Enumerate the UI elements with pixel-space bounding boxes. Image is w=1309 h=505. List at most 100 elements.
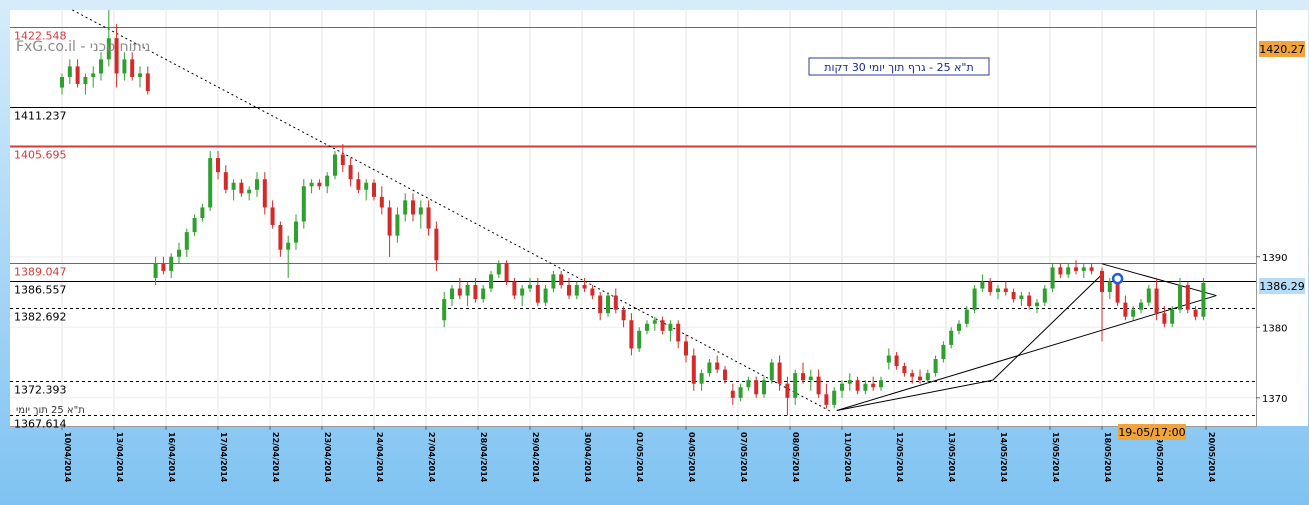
x-tick-label: 16/04/2014	[167, 432, 176, 483]
candle	[278, 221, 283, 257]
level-label: 1372.393	[14, 384, 67, 397]
y-tick-label: 1370	[1262, 394, 1287, 405]
candle	[918, 369, 922, 384]
svg-text:19-05/17:00: 19-05/17:00	[1118, 426, 1185, 439]
candle	[676, 320, 681, 349]
price-tag-current: 1386.29	[1259, 278, 1305, 294]
candle	[1035, 299, 1039, 314]
candle	[481, 284, 486, 303]
candle	[114, 24, 119, 88]
candle	[325, 172, 330, 194]
candle	[1019, 292, 1024, 307]
candle	[543, 284, 548, 307]
candle	[247, 186, 252, 201]
marker-circle	[1111, 272, 1124, 285]
level-label: 1386.557	[14, 284, 67, 297]
candle	[379, 186, 384, 215]
candle	[1074, 260, 1078, 275]
trendline	[72, 9, 832, 413]
x-tick-label: 12/05/2014	[895, 432, 904, 483]
x-tick-label: 29/04/2014	[531, 432, 540, 483]
candle	[1170, 306, 1175, 328]
chart-title: ת"א 25 - גרף תוך יומי 30 דקות	[824, 61, 973, 74]
candle	[559, 270, 564, 289]
candle	[262, 172, 267, 215]
trendline	[836, 379, 993, 411]
candle	[426, 200, 431, 236]
candle	[1178, 277, 1182, 314]
candle	[348, 158, 353, 187]
candle	[746, 376, 751, 391]
level-layer: 1422.548 1411.237 1405.695 1389.047 1386.557…	[10, 27, 1256, 431]
candle	[972, 284, 977, 314]
y-tick-label: 1390	[1262, 253, 1287, 264]
candle	[957, 320, 961, 335]
candle	[645, 320, 649, 335]
candle	[652, 316, 657, 331]
time-tag: 19-05/17:00	[1118, 424, 1186, 440]
candle	[691, 348, 696, 391]
x-tick-label: 13/05/2014	[947, 432, 956, 483]
candle	[489, 270, 493, 293]
candle	[996, 284, 1000, 300]
candle	[551, 270, 556, 293]
candle	[855, 376, 860, 395]
candle	[83, 73, 88, 95]
candle	[707, 359, 712, 377]
candle	[941, 341, 946, 363]
candle	[60, 73, 64, 95]
candle	[1100, 267, 1104, 342]
candle	[621, 306, 626, 328]
x-tick-label: 22/04/2014	[271, 432, 280, 483]
candle	[1011, 288, 1016, 303]
candle	[925, 369, 930, 384]
candle	[138, 66, 142, 88]
x-tick-label: 07/05/2014	[739, 432, 748, 483]
candle	[769, 359, 774, 384]
x-tick-label: 19/05/2014	[1155, 432, 1164, 483]
candle	[496, 260, 501, 278]
x-tick-label: 27/04/2014	[427, 432, 436, 483]
candle	[223, 165, 228, 194]
candle	[574, 281, 579, 300]
level-label: 1382.692	[14, 311, 67, 324]
candle	[255, 172, 259, 197]
candle	[67, 59, 72, 85]
candle	[613, 288, 618, 314]
candle	[590, 284, 595, 300]
candle	[239, 179, 244, 197]
candlestick-series	[60, 10, 1206, 416]
candle	[629, 313, 634, 356]
candle	[988, 277, 993, 296]
candle	[301, 179, 306, 229]
x-tick-label: 30/04/2014	[583, 432, 592, 483]
candle	[715, 355, 720, 374]
candle	[1042, 284, 1047, 307]
candle	[512, 277, 517, 300]
candle	[785, 376, 790, 416]
candle	[847, 373, 852, 391]
level-label: 1422.548	[14, 30, 67, 43]
candle	[192, 214, 197, 236]
y-tick-label: 1380	[1262, 323, 1287, 334]
candle	[520, 284, 525, 307]
x-tick-label: 20/05/2014	[1207, 432, 1216, 483]
candle	[457, 277, 462, 300]
candle	[824, 383, 829, 409]
candle	[387, 200, 392, 257]
candle	[231, 179, 236, 201]
candle	[1107, 277, 1112, 300]
candle	[309, 179, 314, 194]
candle	[863, 380, 868, 395]
candle	[1131, 306, 1136, 321]
x-tick-label: 24/04/2014	[375, 432, 384, 483]
candle	[333, 151, 337, 180]
candle	[730, 383, 735, 405]
candle	[1146, 284, 1151, 307]
svg-text:1386.29: 1386.29	[1259, 280, 1305, 293]
candle	[286, 235, 291, 278]
candle	[567, 277, 571, 300]
candle	[1154, 277, 1159, 321]
svg-text:1420.27: 1420.27	[1259, 43, 1305, 56]
